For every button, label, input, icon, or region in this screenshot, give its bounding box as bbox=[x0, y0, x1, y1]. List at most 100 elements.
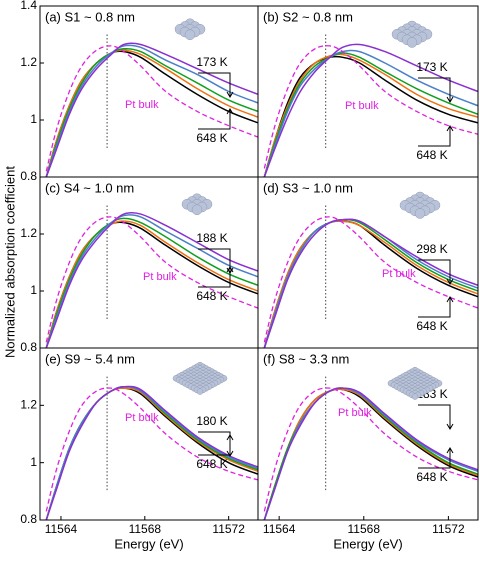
reference-curve bbox=[263, 45, 478, 169]
curve-label: Pt bulk bbox=[143, 271, 177, 283]
annotation-arrow bbox=[418, 447, 454, 469]
panel-frame bbox=[39, 176, 259, 349]
annotation-arrow bbox=[418, 296, 454, 318]
panel: Pt bulk 0.8 1 1.2 1.4 (a) S1 ~ 0.8 nm Normaliz… bbox=[2, 0, 259, 358]
panel-frame bbox=[39, 347, 259, 521]
reference-curve bbox=[45, 45, 258, 172]
panel: Pt bulk 0.8 1 1.2 (c) S4 ~ 1.0 nm 188 K 648 K bbox=[20, 176, 259, 354]
x-axis-label: Energy (eV) bbox=[333, 536, 402, 551]
spectrum-line bbox=[45, 385, 258, 520]
reference-curve bbox=[45, 387, 258, 512]
cluster-icon bbox=[387, 366, 443, 400]
annotation-arrow bbox=[198, 108, 234, 130]
reference-curve bbox=[45, 216, 258, 343]
atom bbox=[414, 208, 426, 219]
curve-label: Pt bulk bbox=[345, 100, 379, 112]
spectrum-line bbox=[45, 50, 258, 177]
annotation: 648 K bbox=[196, 457, 227, 471]
x-tick-label: 11572 bbox=[432, 522, 465, 536]
curve-label: Pt bulk bbox=[382, 268, 416, 280]
panel-frame bbox=[39, 5, 259, 178]
panel-title: (b) S2 ~ 0.8 nm bbox=[263, 9, 353, 24]
annotation: 298 K bbox=[416, 242, 447, 256]
spectrum-line bbox=[263, 43, 478, 177]
annotation: 648 K bbox=[416, 319, 447, 333]
x-tick-label: 11572 bbox=[212, 522, 245, 536]
y-tick-label: 1 bbox=[30, 283, 37, 297]
annotation-arrow bbox=[198, 266, 234, 288]
panel-title: (a) S1 ~ 0.8 nm bbox=[45, 9, 135, 24]
plot-area bbox=[45, 376, 258, 520]
y-tick-label: 1.2 bbox=[20, 226, 37, 240]
y-tick-label: 0.8 bbox=[20, 169, 37, 183]
spectrum-line bbox=[45, 217, 258, 348]
spectrum-line bbox=[45, 385, 258, 520]
spectrum-line bbox=[263, 49, 478, 177]
spectrum-line bbox=[263, 55, 478, 177]
panel-title: (c) S4 ~ 1.0 nm bbox=[45, 180, 134, 195]
plot-area bbox=[45, 34, 258, 177]
annotation-arrow bbox=[418, 404, 454, 430]
atom bbox=[184, 29, 196, 40]
panel-title: (f) S8 ~ 3.3 nm bbox=[263, 351, 349, 366]
plot-area bbox=[263, 205, 478, 348]
spectrum-line bbox=[263, 218, 478, 348]
curve-label: Pt bulk bbox=[125, 412, 159, 424]
y-tick-label: 1.2 bbox=[20, 55, 37, 69]
y-tick-label: 1 bbox=[30, 455, 37, 469]
panel-frame bbox=[257, 347, 479, 521]
panel-title: (e) S9 ~ 5.4 nm bbox=[45, 351, 135, 366]
y-tick-label: 1 bbox=[30, 112, 37, 126]
spectrum-line bbox=[45, 220, 258, 348]
x-tick-label: 11568 bbox=[129, 522, 162, 536]
y-tick-label: 0.8 bbox=[20, 512, 37, 526]
panel: Pt bulk (d) S3 ~ 1.0 nm 298 K 648 K bbox=[257, 176, 479, 349]
cluster-icon bbox=[399, 191, 441, 219]
panel: Pt bulk 11564 11568 11572 (f) S8 ~ 3.3 nm Ene… bbox=[257, 347, 479, 551]
plot-area bbox=[263, 34, 478, 177]
cluster-icon bbox=[172, 361, 228, 395]
panel: Pt bulk 0.8 1 1.2 11564 11568 11572 (e) S9 ~ 5.… bbox=[20, 347, 259, 551]
panel: Pt bulk (b) S2 ~ 0.8 nm 173 K 648 K bbox=[257, 5, 479, 178]
atom bbox=[406, 37, 418, 48]
y-tick-label: 0.8 bbox=[20, 340, 37, 354]
spectrum-line bbox=[45, 42, 258, 177]
annotation: 648 K bbox=[416, 148, 447, 162]
panel-title: (d) S3 ~ 1.0 nm bbox=[263, 180, 353, 195]
annotation-arrow bbox=[198, 72, 234, 98]
annotation-arrow bbox=[198, 434, 234, 456]
x-tick-label: 11564 bbox=[263, 522, 296, 536]
y-tick-label: 1.2 bbox=[20, 398, 37, 412]
cluster-icon bbox=[174, 18, 206, 40]
cluster-icon bbox=[181, 193, 213, 215]
plot-area bbox=[45, 205, 258, 348]
y-tick-label: 1.4 bbox=[20, 0, 37, 12]
annotation-arrow bbox=[418, 259, 454, 285]
plot-area bbox=[263, 376, 478, 520]
annotation-arrow bbox=[418, 77, 454, 103]
spectrum-line bbox=[263, 387, 478, 520]
cluster-icon bbox=[391, 20, 433, 48]
annotation: 180 K bbox=[196, 414, 227, 428]
atom bbox=[411, 393, 419, 400]
x-axis-label: Energy (eV) bbox=[114, 536, 183, 551]
annotation: 188 K bbox=[196, 231, 227, 245]
atom bbox=[191, 204, 203, 215]
curve-label: Pt bulk bbox=[338, 407, 372, 419]
annotation: 173 K bbox=[196, 55, 227, 69]
spectrum-line bbox=[45, 47, 258, 177]
spectrum-line bbox=[45, 385, 258, 520]
annotation: 648 K bbox=[196, 131, 227, 145]
reference-curve bbox=[263, 216, 478, 343]
x-tick-label: 11568 bbox=[348, 522, 381, 536]
annotation-arrow bbox=[418, 125, 454, 147]
annotation: 173 K bbox=[416, 60, 447, 74]
curve-label: Pt bulk bbox=[125, 99, 159, 111]
y-axis-label: Normalized absorption coefficient bbox=[2, 166, 17, 358]
reference-curve bbox=[263, 387, 478, 512]
annotation: 648 K bbox=[196, 289, 227, 303]
x-tick-label: 11564 bbox=[45, 522, 78, 536]
atom bbox=[196, 388, 204, 395]
annotation: 648 K bbox=[416, 470, 447, 484]
